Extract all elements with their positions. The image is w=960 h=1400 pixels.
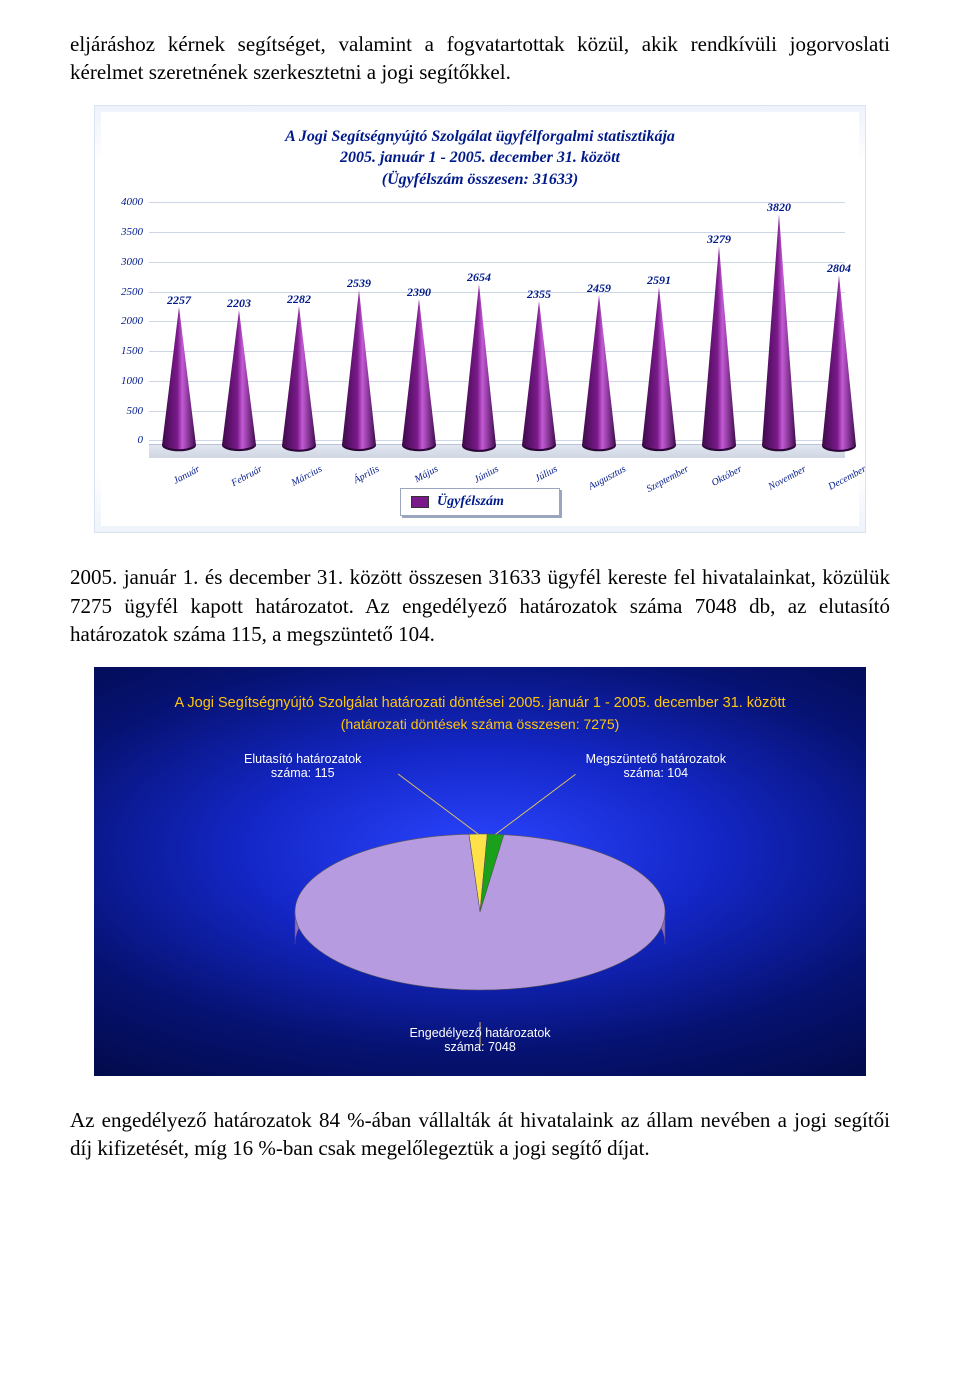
callout-left-l1: Elutasító határozatok [244,752,361,766]
chart1-xlabel: Január [172,464,202,487]
chart2-title: A Jogi Segítségnyújtó Szolgálat határoza… [114,693,846,736]
chart1-bar [461,284,497,452]
chart1-ytick: 2000 [109,315,143,327]
chart1-title-line2: 2005. január 1 - 2005. december 31. közö… [340,149,620,166]
intro-paragraph: eljáráshoz kérnek segítséget, valamint a… [70,30,890,87]
chart1-value-label: 2591 [639,273,679,288]
chart1-frame: A Jogi Segítségnyújtó Szolgálat ügyfélfo… [94,105,866,534]
chart1-value-label: 2390 [399,285,439,300]
chart1-bar [521,301,557,451]
chart1-bar [581,295,617,451]
chart1-xlabel: Június [472,464,500,486]
chart1-value-label: 2355 [519,287,559,302]
chart1-bar [401,299,437,451]
chart1-bar [701,246,737,451]
chart2-title-line1: A Jogi Segítségnyújtó Szolgálat határoza… [174,695,785,711]
chart1-gridline [149,292,845,293]
chart1-bar [761,214,797,451]
chart1-gridline [149,232,845,233]
chart1-xlabel: Augusztus [587,464,628,493]
summary-paragraph: 2005. január 1. és december 31. között ö… [70,563,890,648]
callout-right-l2: száma: 104 [624,766,689,780]
chart1-ytick: 2500 [109,286,143,298]
chart1-xlabel: December [827,464,868,493]
chart1-title: A Jogi Segítségnyújtó Szolgálat ügyfélfo… [109,126,851,191]
chart1-bar [281,306,317,452]
chart2-pie [250,802,710,1042]
chart1-xlabel: Július [533,464,559,485]
chart1-ytick: 1500 [109,345,143,357]
chart1-bar [641,287,677,451]
chart1-ytick: 0 [109,434,143,446]
chart1-value-label: 2804 [819,261,859,276]
chart2-title-line2: (határozati döntések száma összesen: 727… [341,716,620,732]
chart1-inner: A Jogi Segítségnyújtó Szolgálat ügyfélfo… [101,112,859,527]
chart2-callout-right: Megszüntető határozatok száma: 104 [586,752,726,780]
closing-paragraph: Az engedélyező határozatok 84 %-ában vál… [70,1106,890,1163]
callout-left-l2: száma: 115 [271,766,335,780]
chart1-xlabel: Szeptember [645,464,691,495]
chart1-xlabel: November [767,464,808,493]
chart2-frame: A Jogi Segítségnyújtó Szolgálat határoza… [94,667,866,1076]
chart1-bar [161,307,197,451]
chart1-xlabel: Március [290,464,324,489]
chart1-gridline [149,202,845,203]
chart1-bar [821,275,857,452]
chart1-plot: 050010001500200025003000350040002257Janu… [149,198,845,458]
chart1-value-label: 2257 [159,293,199,308]
chart1-xlabel: Február [230,464,265,489]
chart2-callout-left: Elutasító határozatok száma: 115 [244,752,361,780]
chart1-ytick: 4000 [109,196,143,208]
chart1-xlabel: Október [710,464,744,489]
chart1-ytick: 3000 [109,256,143,268]
chart1-legend: Ügyfélszám [400,488,560,516]
chart1-value-label: 2539 [339,276,379,291]
callout-bottom-l2: száma: 7048 [444,1040,516,1054]
callout-right-l1: Megszüntető határozatok [586,752,726,766]
chart1-value-label: 2203 [219,296,259,311]
chart1-ytick: 3500 [109,226,143,238]
chart1-ytick: 1000 [109,375,143,387]
chart1-value-label: 3820 [759,200,799,215]
legend-swatch [411,496,429,508]
chart1-value-label: 2654 [459,270,499,285]
chart1-title-line3: (Ügyfélszám összesen: 31633) [382,171,578,188]
chart1-ytick: 500 [109,405,143,417]
chart2-callout-bottom: Engedélyező határozatok száma: 7048 [409,1026,550,1054]
chart1-bar [341,290,377,451]
chart2-callouts: Elutasító határozatok száma: 115 Megszün… [114,742,846,802]
callout-bottom-l1: Engedélyező határozatok [409,1026,550,1040]
chart1-xlabel: Április [352,464,381,486]
chart1-gridline [149,262,845,263]
chart1-value-label: 3279 [699,232,739,247]
chart1-legend-label: Ügyfélszám [437,494,504,510]
chart1-bar [221,310,257,451]
chart1-value-label: 2282 [279,292,319,307]
chart1-value-label: 2459 [579,281,619,296]
chart1-title-line1: A Jogi Segítségnyújtó Szolgálat ügyfélfo… [285,128,675,145]
chart1-xlabel: Május [413,464,440,485]
